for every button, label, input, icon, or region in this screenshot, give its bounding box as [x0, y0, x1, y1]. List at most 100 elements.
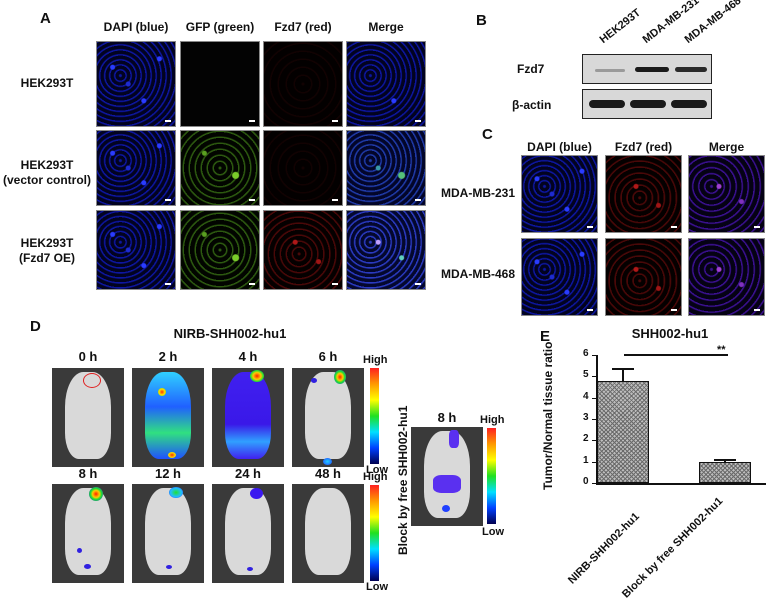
band-mda231-actin — [630, 100, 666, 108]
error-bar-2 — [724, 459, 726, 462]
micrograph-oe-fzd7 — [263, 210, 343, 290]
signal-blob — [311, 378, 317, 383]
signal-blob — [250, 370, 264, 382]
band-hek293t-fzd7 — [595, 69, 625, 72]
row-label-line1: HEK293T — [20, 76, 74, 90]
colorbar-row1 — [370, 368, 379, 464]
c-col-header-fzd7: Fzd7 (red) — [614, 140, 673, 154]
micrograph-vector-gfp — [180, 130, 260, 206]
bar-nirb-shh002-hu1 — [597, 381, 649, 483]
micrograph-468-dapi — [521, 238, 598, 316]
panel-d-label: D — [30, 318, 41, 335]
panel-c-label: C — [482, 126, 493, 143]
signal-blob — [442, 505, 450, 512]
micrograph-231-dapi — [521, 155, 598, 233]
time-label-48h: 48 h — [314, 466, 341, 481]
mouse-image-24h — [212, 484, 284, 583]
x-tick-text: NIRB-SHH002-hu1 — [566, 510, 642, 587]
signal-blob — [250, 488, 263, 499]
western-blot-beta-actin — [582, 89, 712, 119]
western-blot-fzd7 — [582, 54, 712, 84]
panel-a-label: A — [40, 10, 51, 27]
block-time-label: 8 h — [437, 410, 457, 425]
blot-label-fzd7: Fzd7 — [517, 62, 545, 76]
band-mda231-fzd7 — [635, 67, 669, 72]
signal-blob — [84, 564, 91, 569]
time-label-12h: 12 h — [154, 466, 181, 481]
row-label-hek293t: HEK293T — [0, 76, 94, 91]
row-label-line1: HEK293T — [20, 158, 74, 172]
mouse-image-2h — [132, 368, 204, 467]
blot-label-beta-actin: β-actin — [512, 98, 552, 112]
time-label-24h: 24 h — [234, 466, 261, 481]
error-bar-1 — [622, 368, 624, 381]
mouse-image-8h — [52, 484, 124, 583]
x-tick-label-block: Block by free SHH002-hu1 — [620, 495, 725, 600]
mouse-image-6h — [292, 368, 364, 467]
colorbar-low-label: Low — [366, 464, 388, 476]
y-axis-line — [596, 355, 598, 484]
c-row-label-mda-mb-231: MDA-MB-231 — [441, 186, 516, 200]
tumor-circle-marker — [83, 373, 101, 388]
x-tick-text: Block by free SHH002-hu1 — [620, 495, 726, 601]
y-tick-label: 4 — [583, 391, 589, 402]
block-vertical-label: Block by free SHH002-hu1 — [396, 405, 410, 555]
signal-blob — [77, 548, 82, 553]
col-header-gfp: GFP (green) — [185, 20, 255, 34]
y-tick-label: 0 — [583, 476, 589, 487]
col-header-dapi: DAPI (blue) — [103, 20, 169, 34]
time-label-4h: 4 h — [238, 349, 258, 364]
colorbar-low-label: Low — [482, 526, 504, 538]
band-hek293t-actin — [589, 100, 625, 108]
bar-block-by-free — [699, 462, 751, 483]
micrograph-vector-merge — [346, 130, 426, 206]
panel-b-label: B — [476, 12, 487, 29]
error-cap-2 — [714, 459, 736, 461]
row-label-vector-control: HEK293T (vector control) — [0, 158, 94, 188]
x-tick-label-nirb: NIRB-SHH002-hu1 — [566, 511, 642, 587]
c-col-header-merge: Merge — [708, 140, 745, 154]
micrograph-oe-gfp — [180, 210, 260, 290]
signal-blob — [169, 487, 183, 498]
lane-label-hek293t: HEK293T — [597, 6, 644, 47]
time-label-2h: 2 h — [158, 349, 178, 364]
micrograph-231-merge — [688, 155, 765, 233]
signal-blob — [166, 565, 172, 569]
mouse-image-48h — [292, 484, 364, 583]
significance-stars: ** — [717, 344, 726, 356]
micrograph-468-fzd7 — [605, 238, 682, 316]
error-cap-1 — [612, 368, 634, 370]
micrograph-468-merge — [688, 238, 765, 316]
micrograph-oe-dapi — [96, 210, 176, 290]
significance-line — [624, 354, 728, 356]
micrograph-hek-dapi — [96, 41, 176, 127]
signal-blob — [449, 430, 459, 448]
signal-blob — [168, 452, 176, 458]
signal-blob — [433, 475, 461, 493]
y-tick-label: 6 — [583, 348, 589, 359]
signal-blob — [334, 370, 346, 384]
mouse-image-4h — [212, 368, 284, 467]
col-header-fzd7: Fzd7 (red) — [274, 20, 332, 34]
micrograph-hek-merge — [346, 41, 426, 127]
y-tick-label: 1 — [583, 455, 589, 466]
row-label-fzd7-oe: HEK293T (Fzd7 OE) — [0, 236, 94, 266]
band-mda468-fzd7 — [675, 67, 707, 72]
y-tick-label: 3 — [583, 412, 589, 423]
y-tick-label: 2 — [583, 433, 589, 444]
colorbar-high-label: High — [363, 354, 388, 366]
time-label-0h: 0 h — [78, 349, 98, 364]
mouse-image-12h — [132, 484, 204, 583]
col-header-merge: Merge — [368, 20, 404, 34]
mouse-image-0h — [52, 368, 124, 467]
micrograph-vector-dapi — [96, 130, 176, 206]
colorbar-high-label: High — [363, 471, 388, 483]
micrograph-231-fzd7 — [605, 155, 682, 233]
row-label-line2: (vector control) — [2, 173, 91, 187]
c-row-label-mda-mb-468: MDA-MB-468 — [441, 267, 516, 281]
micrograph-oe-merge — [346, 210, 426, 290]
row-label-line1: HEK293T — [20, 236, 74, 250]
colorbar-high-label: High — [480, 414, 505, 426]
signal-blob — [158, 388, 166, 396]
micrograph-hek-gfp — [180, 41, 260, 127]
